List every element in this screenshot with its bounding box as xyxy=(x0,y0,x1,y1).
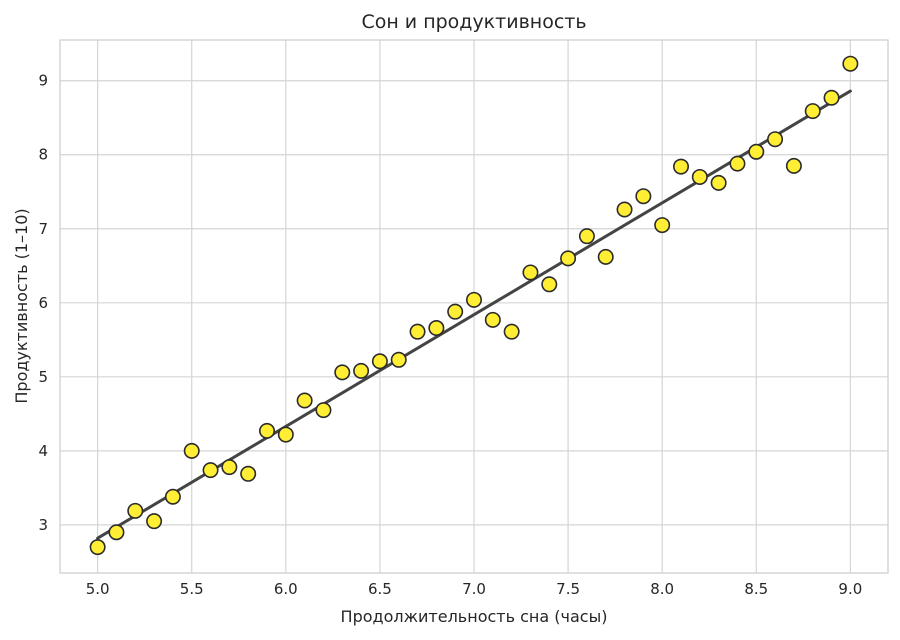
x-tick-label: 6.0 xyxy=(274,580,298,598)
y-tick-label: 8 xyxy=(38,146,48,164)
data-point xyxy=(183,442,200,459)
y-tick-label: 5 xyxy=(38,368,48,386)
data-point xyxy=(221,459,238,476)
x-tick-label: 7.5 xyxy=(556,580,580,598)
data-point xyxy=(842,55,859,72)
x-tick-label: 8.5 xyxy=(744,580,768,598)
data-point xyxy=(465,291,482,308)
data-point xyxy=(616,201,633,218)
data-point xyxy=(823,89,840,106)
data-point xyxy=(296,392,313,409)
x-tick-label: 5.0 xyxy=(86,580,110,598)
data-point xyxy=(127,502,144,519)
x-tick-label: 8.0 xyxy=(650,580,674,598)
data-point xyxy=(522,264,539,281)
x-tick-labels: 5.0 5.5 6.0 6.5 7.0 7.5 8.0 8.5 9.0 xyxy=(86,580,863,598)
data-point xyxy=(108,524,125,541)
data-point xyxy=(597,248,614,265)
data-point xyxy=(710,174,727,191)
data-point xyxy=(578,228,595,245)
data-point xyxy=(334,364,351,381)
x-tick-label: 7.0 xyxy=(462,580,486,598)
data-point xyxy=(202,462,219,479)
y-tick-labels: 3 4 5 6 7 8 9 xyxy=(38,72,48,534)
data-point xyxy=(691,168,708,185)
data-points xyxy=(89,55,859,556)
data-point xyxy=(240,465,257,482)
data-point xyxy=(672,158,689,175)
data-point xyxy=(635,188,652,205)
data-point xyxy=(315,402,332,419)
data-point xyxy=(89,539,106,556)
x-tick-label: 5.5 xyxy=(180,580,204,598)
data-point xyxy=(503,323,520,340)
y-tick-label: 7 xyxy=(38,220,48,238)
y-tick-label: 9 xyxy=(38,72,48,90)
data-point xyxy=(767,131,784,148)
data-point xyxy=(729,155,746,172)
y-tick-label: 6 xyxy=(38,294,48,312)
data-point xyxy=(804,103,821,120)
data-point xyxy=(654,217,671,234)
data-point xyxy=(353,362,370,379)
data-point xyxy=(371,353,388,370)
plot-frame xyxy=(59,39,889,574)
y-axis-label: Продуктивность (1–10) xyxy=(12,208,31,403)
data-point xyxy=(277,426,294,443)
data-point xyxy=(748,143,765,160)
data-point xyxy=(428,319,445,336)
data-point xyxy=(258,422,275,439)
data-point xyxy=(390,351,407,368)
data-point xyxy=(541,276,558,293)
x-axis-label: Продолжительность сна (часы) xyxy=(341,607,608,626)
data-point xyxy=(447,303,464,320)
data-point xyxy=(785,157,802,174)
data-point xyxy=(560,250,577,267)
data-point xyxy=(484,311,501,328)
y-tick-label: 4 xyxy=(38,442,48,460)
data-point xyxy=(164,488,181,505)
data-point xyxy=(146,513,163,530)
x-tick-label: 6.5 xyxy=(368,580,392,598)
x-tick-label: 9.0 xyxy=(838,580,862,598)
data-point xyxy=(409,323,426,340)
y-tick-label: 3 xyxy=(38,516,48,534)
chart-title: Сон и продуктивность xyxy=(361,11,586,33)
